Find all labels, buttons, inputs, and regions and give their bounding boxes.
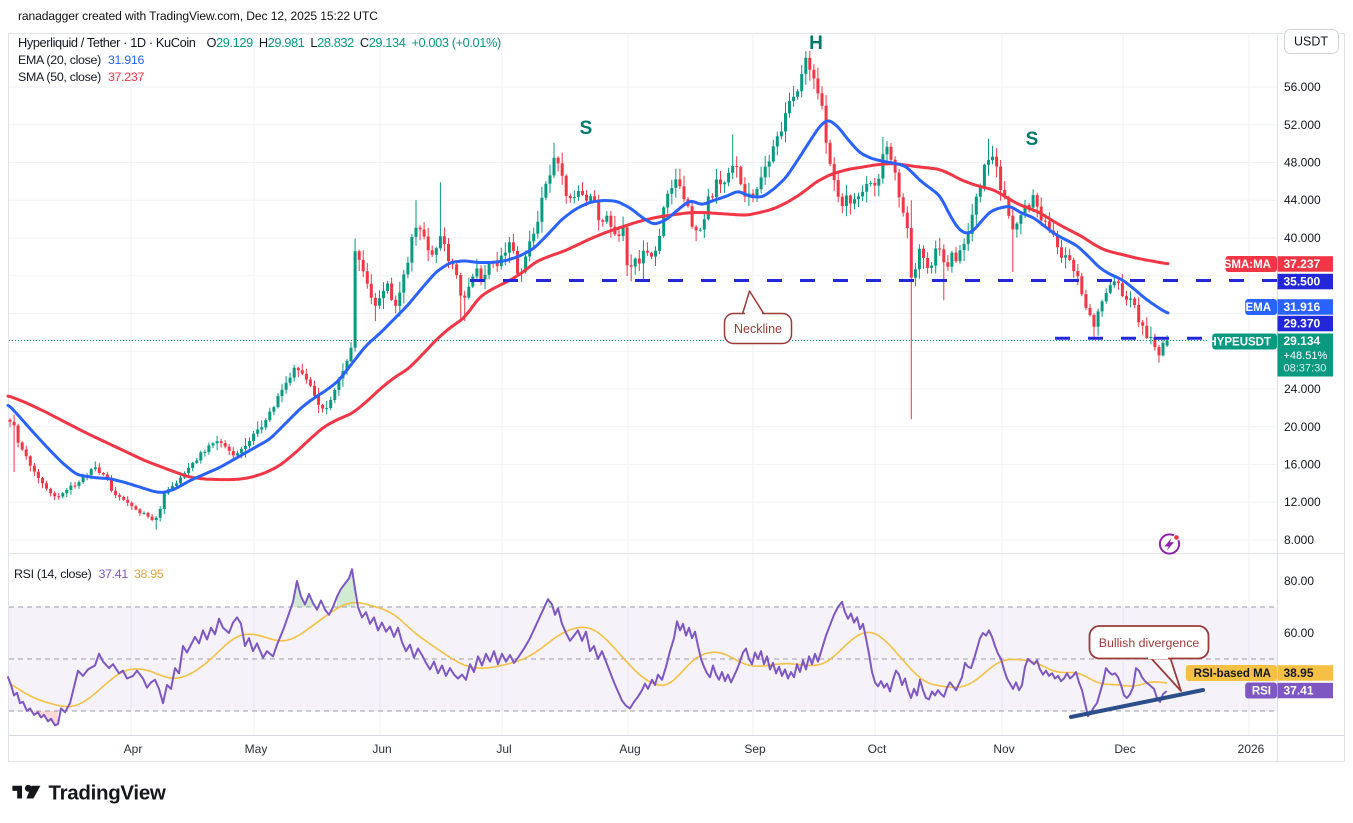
svg-text:31.916: 31.916 (1284, 300, 1321, 314)
svg-text:RSI-based MA: RSI-based MA (1194, 668, 1271, 680)
svg-text:Bullish divergence: Bullish divergence (1099, 636, 1200, 650)
svg-text:08:37:30: 08:37:30 (1284, 363, 1327, 375)
svg-text:Aug: Aug (619, 742, 640, 756)
svg-text:56.000: 56.000 (1284, 80, 1321, 94)
svg-text:80.00: 80.00 (1284, 574, 1314, 588)
svg-text:Jul: Jul (496, 742, 511, 756)
svg-text:52.000: 52.000 (1284, 118, 1321, 132)
svg-text:S: S (1026, 129, 1039, 150)
svg-text:H: H (809, 33, 823, 54)
svg-text:+48.51%: +48.51% (1284, 350, 1328, 362)
svg-text:8.000: 8.000 (1284, 533, 1314, 547)
svg-text:37.41: 37.41 (1284, 684, 1314, 698)
svg-text:EMA: EMA (1245, 302, 1271, 314)
svg-text:60.00: 60.00 (1284, 626, 1314, 640)
svg-text:May: May (245, 742, 268, 756)
svg-text:2026: 2026 (1238, 742, 1265, 756)
svg-text:29.370: 29.370 (1284, 317, 1321, 331)
svg-text:48.000: 48.000 (1284, 156, 1321, 170)
svg-text:Jun: Jun (372, 742, 391, 756)
svg-text:Dec: Dec (1114, 742, 1135, 756)
svg-text:SMA (50, close)37.237: SMA (50, close) 37.237 (18, 70, 144, 84)
svg-text:12.000: 12.000 (1284, 495, 1321, 509)
svg-text:EMA (20, close)31.916: EMA (20, close) 31.916 (18, 53, 144, 67)
svg-text:37.237: 37.237 (1284, 257, 1321, 271)
svg-text:20.000: 20.000 (1284, 420, 1321, 434)
svg-text:USDT: USDT (1294, 35, 1328, 49)
svg-text:RSI: RSI (1252, 686, 1271, 698)
svg-text:Hyperliquid / Tether · 1D · Ku: Hyperliquid / Tether · 1D · KuCoin O29.12… (18, 35, 501, 50)
svg-text:ranadagger created with Tradin: ranadagger created with TradingView.com,… (18, 9, 378, 23)
svg-text:SMA:MA: SMA:MA (1224, 259, 1271, 271)
svg-text:TradingView: TradingView (49, 782, 166, 805)
svg-text:Neckline: Neckline (734, 322, 782, 336)
svg-text:16.000: 16.000 (1284, 458, 1321, 472)
svg-text:35.500: 35.500 (1284, 275, 1321, 289)
svg-text:38.95: 38.95 (1284, 666, 1314, 680)
svg-text:Oct: Oct (868, 742, 887, 756)
svg-text:Sep: Sep (744, 742, 766, 756)
svg-text:S: S (580, 118, 593, 139)
svg-text:Nov: Nov (993, 742, 1014, 756)
svg-text:HYPEUSDT: HYPEUSDT (1208, 337, 1271, 349)
svg-text:24.000: 24.000 (1284, 382, 1321, 396)
svg-text:40.000: 40.000 (1284, 231, 1321, 245)
svg-text:44.000: 44.000 (1284, 193, 1321, 207)
svg-text:29.134: 29.134 (1284, 334, 1321, 348)
svg-text:Apr: Apr (124, 742, 143, 756)
